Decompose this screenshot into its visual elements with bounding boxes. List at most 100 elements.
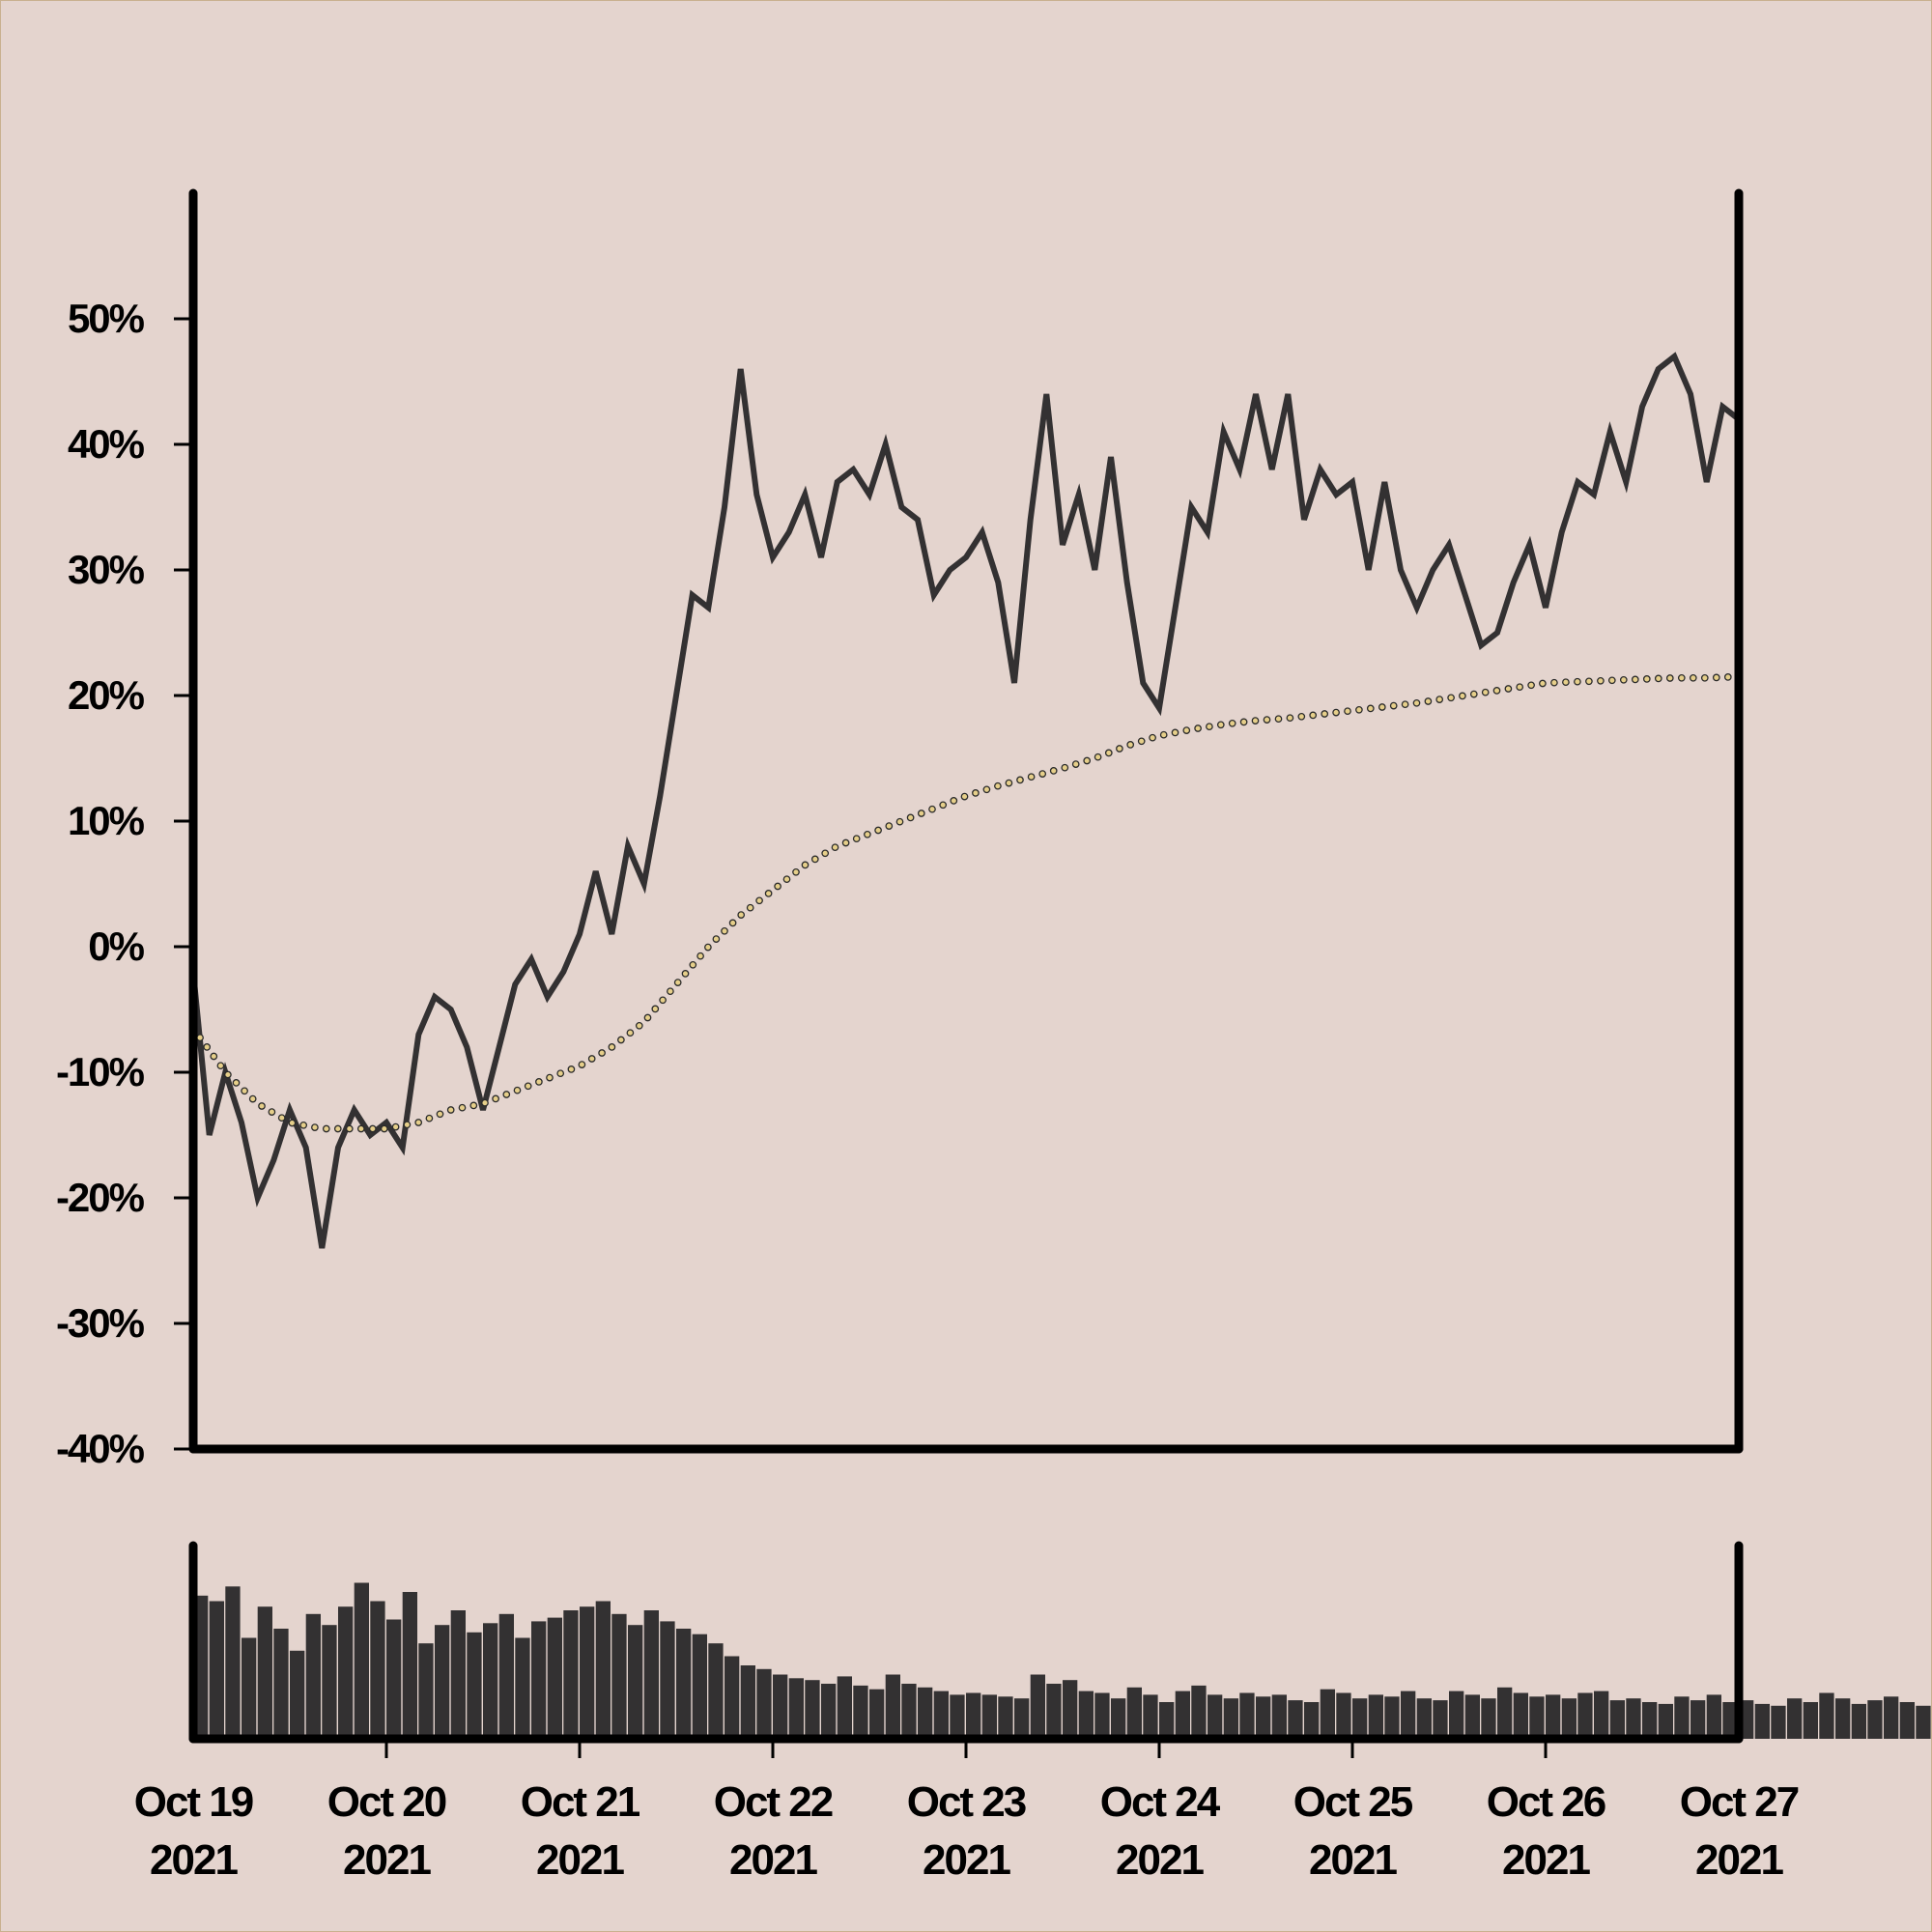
moving-average-dot xyxy=(598,1049,606,1057)
volume-bar xyxy=(1754,1703,1770,1739)
volume-bar xyxy=(1803,1702,1818,1739)
y-tick-label: -10% xyxy=(56,1049,145,1094)
moving-average-dot xyxy=(1459,692,1466,700)
volume-bar xyxy=(1722,1702,1738,1739)
volume-bar xyxy=(950,1694,965,1739)
moving-average-dot xyxy=(704,943,712,952)
moving-average-dot xyxy=(782,875,791,884)
moving-average-dot xyxy=(635,1021,643,1030)
volume-bar xyxy=(273,1629,289,1739)
moving-average-dot xyxy=(403,1121,412,1129)
volume-bar xyxy=(515,1637,530,1739)
volume-bar xyxy=(290,1650,305,1739)
volume-bar xyxy=(1867,1700,1883,1739)
x-tick-label-date: Oct 20 xyxy=(327,1778,446,1826)
moving-average-dot xyxy=(1574,677,1581,686)
volume-bar xyxy=(1368,1694,1383,1739)
moving-average-dot xyxy=(436,1110,444,1119)
moving-average-dot xyxy=(994,781,1002,790)
moving-average-dot xyxy=(232,1079,241,1087)
volume-bar xyxy=(1771,1705,1786,1739)
moving-average-dot xyxy=(1104,749,1113,757)
moving-average-dot xyxy=(578,1061,586,1068)
volume-bar xyxy=(837,1676,852,1739)
moving-average-dot xyxy=(1378,703,1386,711)
volume-bar xyxy=(370,1601,385,1739)
volume-bar xyxy=(1191,1685,1207,1739)
volume-bar xyxy=(354,1582,369,1739)
y-tick-label: 50% xyxy=(68,296,145,341)
y-tick-label: 40% xyxy=(68,421,145,467)
x-tick-label-date: Oct 27 xyxy=(1680,1778,1799,1826)
moving-average-dot xyxy=(1665,674,1674,682)
moving-average-dot xyxy=(1389,701,1398,710)
moving-average-dot xyxy=(1126,741,1135,749)
moving-average-dot xyxy=(1562,678,1570,687)
moving-average-dot xyxy=(1286,714,1294,723)
moving-average-dot xyxy=(1332,708,1340,717)
volume-bar xyxy=(467,1632,482,1739)
volume-bar xyxy=(1111,1698,1126,1739)
volume-bar xyxy=(853,1685,868,1739)
volume-bar xyxy=(257,1606,272,1739)
moving-average-dot xyxy=(1712,673,1720,682)
moving-average-dot xyxy=(950,797,958,805)
moving-average-dot xyxy=(1137,737,1146,746)
moving-average-dot xyxy=(1321,710,1329,718)
moving-average-dot xyxy=(1481,688,1490,696)
moving-average-dot xyxy=(626,1029,635,1037)
moving-average-dot xyxy=(643,1013,652,1022)
moving-average-dot xyxy=(1061,763,1069,772)
volume-bar xyxy=(563,1610,579,1739)
moving-average-dot xyxy=(1171,728,1179,737)
moving-average-dot xyxy=(1297,712,1306,721)
moving-average-dot xyxy=(216,1062,225,1070)
moving-average-dot xyxy=(268,1108,276,1116)
moving-average-dot xyxy=(1309,711,1318,720)
moving-average-dot xyxy=(810,855,819,864)
volume-bar xyxy=(450,1610,466,1739)
moving-average-dots xyxy=(189,673,1732,1133)
moving-average-dot xyxy=(1424,697,1433,705)
moving-average-dot xyxy=(311,1123,319,1131)
moving-average-dot xyxy=(689,960,697,969)
moving-average-dot xyxy=(667,987,674,996)
moving-average-dot xyxy=(356,1124,365,1133)
moving-average-dot xyxy=(446,1106,455,1114)
volume-bar xyxy=(1304,1702,1320,1739)
volume-bar xyxy=(1513,1692,1528,1739)
x-tick-label-year: 2021 xyxy=(1309,1836,1397,1884)
moving-average-dot xyxy=(1027,773,1036,781)
volume-bar xyxy=(1159,1702,1175,1739)
volume-bar xyxy=(1336,1692,1351,1739)
moving-average-dot xyxy=(1251,717,1260,724)
volume-bar xyxy=(788,1678,804,1739)
volume-bar xyxy=(1416,1698,1432,1739)
x-tick-label-year: 2021 xyxy=(729,1836,817,1884)
volume-bar xyxy=(918,1687,933,1739)
moving-average-dot xyxy=(1116,745,1123,753)
moving-average-dot xyxy=(1263,716,1271,724)
moving-average-dot xyxy=(1083,756,1092,765)
moving-average-dot xyxy=(546,1073,554,1082)
volume-bar xyxy=(1690,1700,1706,1739)
moving-average-dot xyxy=(1016,776,1024,784)
volume-bar xyxy=(1594,1690,1609,1739)
volume-bar xyxy=(1223,1698,1238,1739)
volume-bar xyxy=(1239,1692,1255,1739)
volume-bar xyxy=(1884,1696,1899,1739)
moving-average-dot xyxy=(874,826,882,835)
moving-average-dot xyxy=(567,1065,576,1073)
moving-average-dot xyxy=(737,911,746,919)
volume-bar xyxy=(322,1625,337,1739)
volume-bar xyxy=(998,1696,1013,1739)
x-axis-ticks: Oct 19 2021 Oct 20 2021 Oct 21 2021 Oct 22 2021… xyxy=(134,1739,1801,1884)
volume-bar xyxy=(1674,1696,1690,1739)
moving-average-dot xyxy=(1344,707,1351,716)
moving-average-dot xyxy=(1071,760,1080,768)
volume-bar xyxy=(611,1613,627,1739)
moving-average-dot xyxy=(258,1102,266,1110)
volume-bar xyxy=(242,1637,257,1739)
volume-bars xyxy=(193,1582,1931,1739)
volume-bar xyxy=(1078,1690,1094,1739)
